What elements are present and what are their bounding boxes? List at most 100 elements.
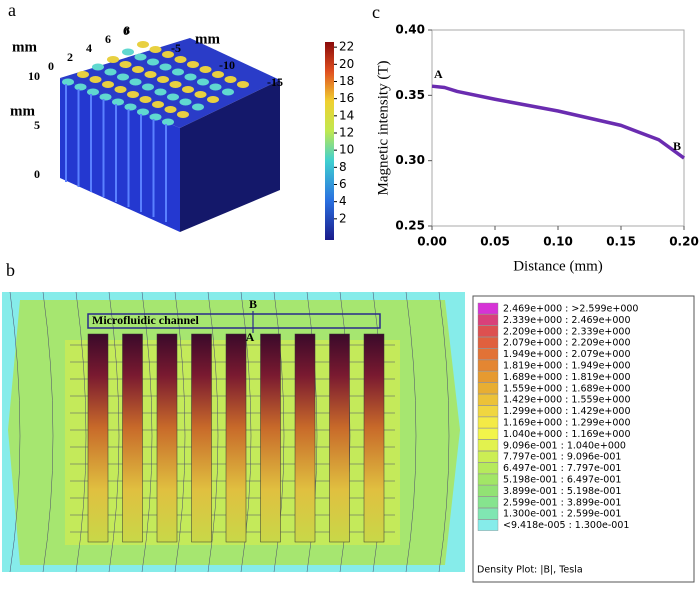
ridge-bump (112, 98, 124, 106)
tick-label: 5 (34, 118, 40, 132)
magnet (294, 333, 316, 543)
legend-swatch (477, 439, 499, 451)
ridge-bump (132, 66, 144, 73)
colorbar-tick-label: 18 (339, 74, 354, 88)
field-line (207, 291, 219, 573)
ridge-bump (117, 73, 129, 81)
y-tick-label: 0.25 (395, 219, 425, 233)
axis-unit: mm (195, 31, 220, 47)
legend-swatch (477, 325, 499, 337)
legend-swatch (477, 508, 499, 520)
x-tick-label: 0.10 (543, 235, 573, 249)
channel-box (87, 313, 381, 329)
legend-label: 2.079e+000 : 2.209e+000 (503, 338, 631, 349)
legend-label: 1.169e+000 : 1.299e+000 (503, 418, 631, 429)
ridge-bump (74, 83, 87, 91)
legend-label: 2.209e+000 : 2.339e+000 (503, 326, 631, 337)
ridge-bump (89, 76, 102, 83)
ridge-bump (184, 73, 197, 81)
panel-b: b Microfluidic channel B A 2.469e+000 : … (2, 260, 695, 583)
ridge-bump (92, 63, 104, 71)
legend-swatch (477, 371, 499, 383)
ridge-bump (104, 68, 117, 76)
ridge-bump (87, 88, 99, 96)
legend-swatch (477, 496, 499, 508)
tick-label: 4 (86, 41, 92, 55)
ridge-bump (182, 86, 194, 93)
ridge-bump (174, 56, 187, 63)
colorbar-tick-label: 16 (339, 91, 354, 105)
tick-label: 6 (105, 32, 111, 46)
tick-label: 8 (124, 23, 130, 37)
field-line (108, 291, 120, 573)
ridge-bump (152, 101, 164, 108)
plot-frame (431, 29, 685, 227)
ridge-bump (224, 76, 237, 83)
legend-swatch (477, 337, 499, 349)
legend-label: 2.339e+000 : 2.469e+000 (503, 315, 631, 326)
legend-label: 2.469e+000 : >2.599e+000 (503, 304, 638, 315)
legend-label: 1.689e+000 : 1.819e+000 (503, 372, 631, 383)
colorbar-tick-label: 8 (339, 160, 347, 174)
colorbar-tick-label: 6 (339, 177, 347, 191)
legend-swatch (477, 462, 499, 474)
colorbar-tick-label: 12 (339, 125, 354, 139)
field-line (405, 291, 417, 573)
field-line (9, 291, 21, 573)
tick-label: -10 (219, 58, 235, 72)
x-axis-label: Distance (mm) (513, 258, 603, 274)
tick-label: 2 (67, 50, 73, 64)
ridge-bump (119, 61, 132, 68)
legend-swatch (477, 519, 499, 531)
magnets (87, 333, 385, 543)
block-top (60, 38, 280, 128)
x-tick-label: 0.00 (417, 235, 447, 249)
annotation: A (434, 67, 443, 81)
panel-label: a (8, 0, 16, 20)
ridge-bump (159, 63, 172, 71)
legend-label: <9.418e-005 : 1.300e-001 (503, 520, 629, 531)
legend-label: 1.819e+000 : 1.949e+000 (503, 361, 631, 372)
colorbar-tick-label: 4 (339, 194, 347, 208)
ridge-bump (107, 56, 119, 63)
legend-swatch (477, 485, 499, 497)
y-tick-label: 0.35 (395, 88, 425, 102)
ridge-bump (207, 96, 219, 103)
legend-label: 7.797e-001 : 9.096e-001 (503, 452, 621, 463)
legend-swatch (477, 416, 499, 429)
panel-label: c (372, 2, 380, 22)
ridge-bump (149, 113, 162, 121)
field-line (75, 291, 87, 573)
legend-label: 1.949e+000 : 2.079e+000 (503, 349, 631, 360)
legend-swatch (477, 302, 499, 315)
legend-label: 5.198e-001 : 6.497e-001 (503, 475, 621, 486)
ridge-bump (127, 91, 139, 98)
legend-label: 1.299e+000 : 1.429e+000 (503, 406, 631, 417)
panel-label: b (6, 260, 15, 280)
legend-label: 1.040e+000 : 1.169e+000 (503, 429, 631, 440)
legend-label: 2.599e-001 : 3.899e-001 (503, 497, 621, 508)
magnet (329, 333, 350, 543)
ridge-bump (77, 71, 89, 78)
colorbar (325, 42, 334, 240)
ridge-bump (144, 71, 157, 78)
legend-swatch (477, 348, 499, 360)
ridge-bump (99, 93, 112, 101)
ridge-bump (137, 108, 149, 116)
legend-label: 1.300e-001 : 2.599e-001 (503, 509, 621, 520)
legend-label: 3.899e-001 : 5.198e-001 (503, 486, 621, 497)
ridge-bump (209, 83, 222, 91)
y-tick-label: 0.40 (395, 23, 425, 37)
tick-label: 0 (48, 59, 54, 73)
legend-swatch (477, 405, 499, 417)
ridge-bump (157, 76, 169, 83)
ridge-bump (164, 106, 177, 113)
legend-swatch (477, 314, 499, 326)
y-tick-label: 0.30 (395, 153, 425, 167)
ridge-bump (167, 93, 179, 101)
annotation: B (673, 139, 681, 153)
magnet (191, 333, 212, 543)
legend-swatch (477, 359, 499, 372)
field-line (141, 291, 153, 573)
